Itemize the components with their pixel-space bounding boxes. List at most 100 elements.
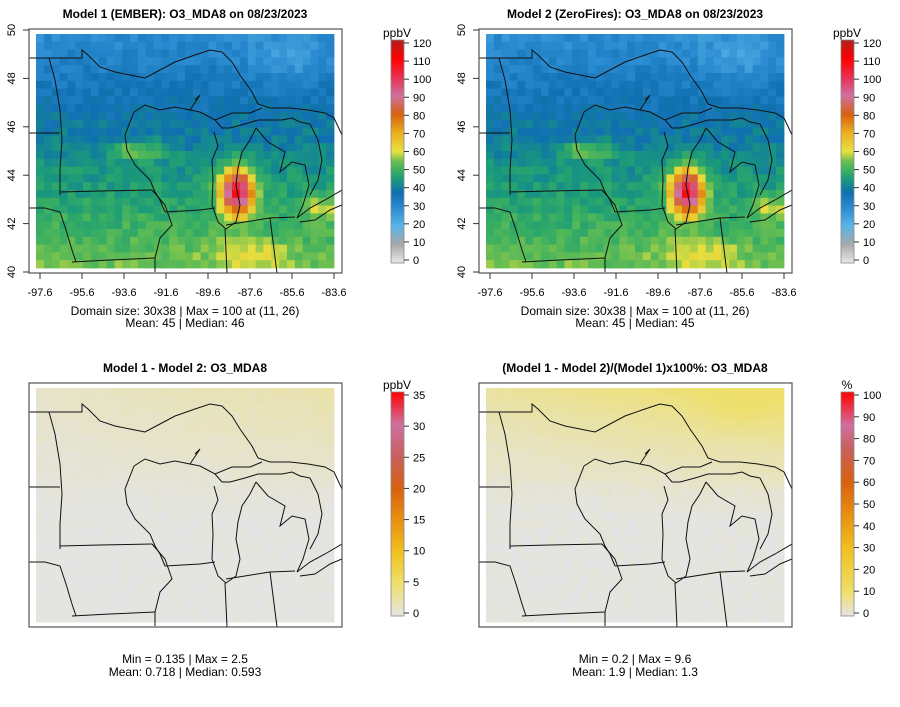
grid-cell xyxy=(572,104,581,113)
grid-cell xyxy=(90,606,100,615)
grid-cell xyxy=(192,395,202,404)
grid-cell xyxy=(627,473,636,482)
grid-cell xyxy=(279,419,288,428)
grid-cell xyxy=(752,236,761,245)
grid-cell xyxy=(517,505,526,514)
grid-cell xyxy=(729,505,738,514)
grid-cell xyxy=(493,544,503,553)
grid-cell xyxy=(611,190,620,199)
grid-cell xyxy=(59,614,68,623)
grid-cell xyxy=(721,395,730,404)
grid-cell xyxy=(776,229,785,238)
grid-cell xyxy=(83,575,92,584)
grid-cell xyxy=(302,411,311,420)
grid-cell xyxy=(43,575,53,584)
grid-cell xyxy=(232,403,241,412)
grid-cell xyxy=(51,536,60,545)
grid-cell xyxy=(255,236,264,245)
grid-cell xyxy=(517,388,526,397)
grid-cell xyxy=(682,466,691,475)
grid-cell xyxy=(114,442,123,451)
grid-cell xyxy=(279,575,288,584)
grid-cell xyxy=(137,520,147,529)
grid-cell xyxy=(760,127,769,136)
grid-cell xyxy=(587,190,597,199)
grid-cell xyxy=(169,151,178,160)
grid-cell xyxy=(619,143,628,152)
grid-cell xyxy=(43,466,53,475)
x-tick-label: -95.6 xyxy=(69,287,94,299)
grid-cell xyxy=(697,197,706,206)
grid-cell xyxy=(286,205,296,214)
grid-cell xyxy=(239,96,249,105)
grid-cell xyxy=(619,135,628,144)
grid-cell xyxy=(247,73,256,82)
grid-cell xyxy=(224,450,233,459)
grid-cell xyxy=(540,551,550,560)
grid-cell xyxy=(525,166,534,175)
grid-cell xyxy=(705,520,714,529)
grid-cell xyxy=(580,174,589,183)
grid-cell xyxy=(255,450,264,459)
grid-cell xyxy=(752,450,761,459)
grid-cell xyxy=(255,614,264,623)
grid-cell xyxy=(729,606,738,615)
grid-cell xyxy=(75,411,84,420)
grid-cell xyxy=(650,197,659,206)
grid-cell xyxy=(564,80,573,89)
grid-cell xyxy=(247,221,256,230)
grid-cell xyxy=(744,497,754,506)
grid-cell xyxy=(90,236,100,245)
grid-cell xyxy=(98,536,107,545)
grid-cell xyxy=(130,567,139,576)
grid-cell xyxy=(674,236,683,245)
grid-cell xyxy=(216,403,225,412)
grid-cell xyxy=(525,450,534,459)
grid-cell xyxy=(98,41,107,50)
grid-cell xyxy=(145,34,155,43)
grid-cell xyxy=(619,614,628,623)
grid-cell xyxy=(114,221,123,230)
grid-cell xyxy=(517,260,526,269)
grid-cell xyxy=(59,512,68,521)
grid-cell xyxy=(760,190,769,199)
grid-cell xyxy=(509,411,518,420)
grid-cell xyxy=(302,450,311,459)
grid-cell xyxy=(75,559,84,568)
grid-cell xyxy=(169,520,178,529)
grid-cell xyxy=(580,104,589,113)
grid-cell xyxy=(556,512,565,521)
grid-cell xyxy=(90,73,100,82)
grid-cell xyxy=(564,252,573,261)
colorbar-tick-label: 50 xyxy=(863,499,875,511)
grid-cell xyxy=(279,127,288,136)
grid-cell xyxy=(729,497,738,506)
grid-cell xyxy=(232,236,241,245)
grid-cell xyxy=(137,190,147,199)
grid-cell xyxy=(185,466,194,475)
grid-cell xyxy=(185,598,194,607)
grid-cell xyxy=(501,135,510,144)
grid-cell xyxy=(224,252,233,261)
grid-cell xyxy=(776,143,785,152)
grid-cell xyxy=(501,244,510,253)
grid-cell xyxy=(611,481,620,490)
grid-cell xyxy=(736,614,746,623)
grid-cell xyxy=(279,174,288,183)
grid-cell xyxy=(67,442,76,451)
grid-cell xyxy=(533,411,542,420)
grid-cell xyxy=(185,260,194,269)
grid-cell xyxy=(224,590,233,599)
grid-cell xyxy=(137,80,147,89)
grid-cell xyxy=(153,427,162,436)
grid-cell xyxy=(603,536,612,545)
grid-cell xyxy=(658,388,667,397)
grid-cell xyxy=(232,567,241,576)
grid-cell xyxy=(75,489,84,498)
grid-cell xyxy=(658,205,667,214)
grid-cell xyxy=(619,388,628,397)
grid-cell xyxy=(627,182,636,191)
grid-cell xyxy=(752,65,761,74)
grid-cell xyxy=(208,427,217,436)
grid-cell xyxy=(658,575,667,584)
